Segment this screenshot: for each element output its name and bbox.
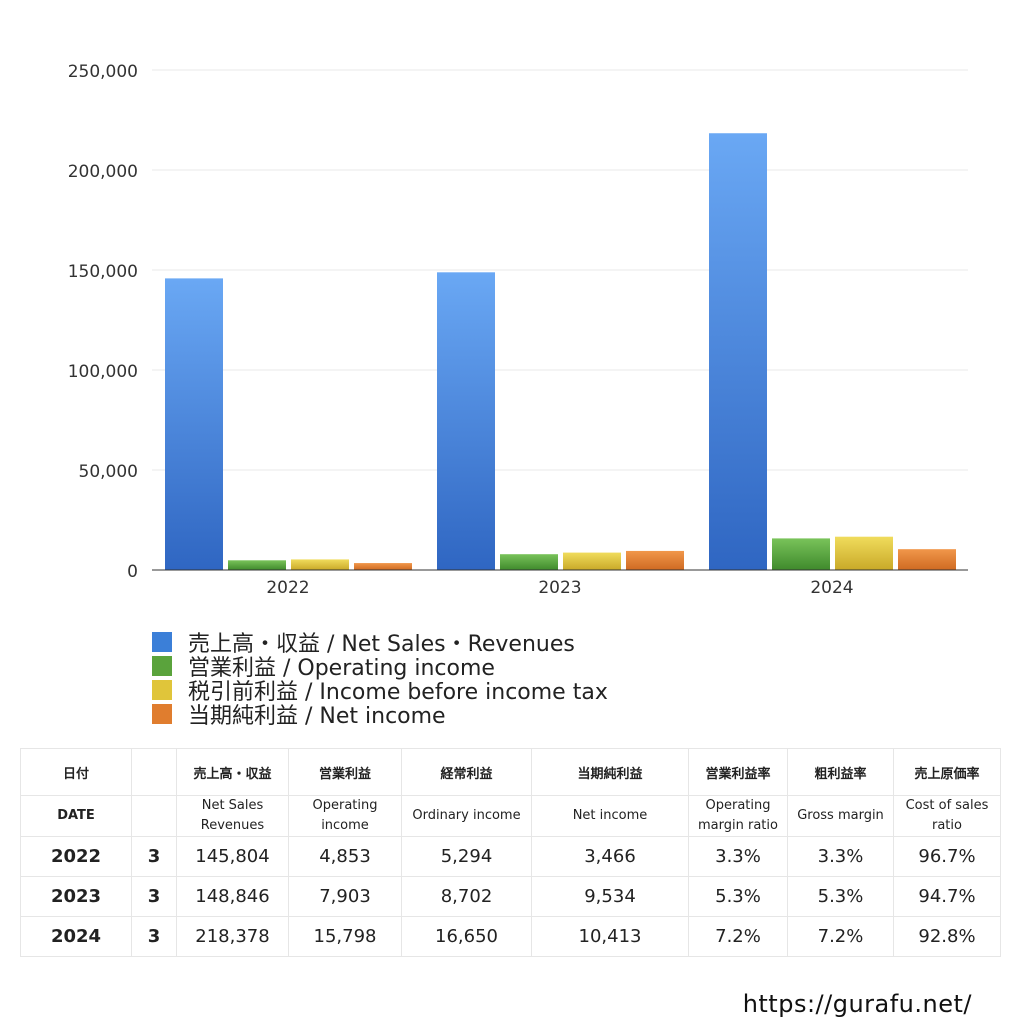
header-line: margin ratio <box>698 818 778 833</box>
legend: 売上高・収益 / Net Sales・Revenues 営業利益 / Opera… <box>152 630 608 729</box>
bar <box>228 560 286 570</box>
header-cell: Ordinary income <box>401 795 532 837</box>
table-cell: 5.3% <box>787 876 894 917</box>
table-cell: 2023 <box>20 876 132 917</box>
legend-item: 税引前利益 / Income before income tax <box>152 678 608 705</box>
table-cell: 218,378 <box>176 916 289 957</box>
header-line: ratio <box>932 818 962 833</box>
header-line: Revenues <box>200 818 265 833</box>
header-cell <box>131 795 177 837</box>
header-cell: 売上原価率 <box>893 748 1001 796</box>
header-cell: DATE <box>20 795 132 837</box>
table-cell: 10,413 <box>531 916 689 957</box>
header-cell: Net income <box>531 795 689 837</box>
table-cell: 8,702 <box>401 876 532 917</box>
bar-chart: 0 50,000 100,000 150,000 200,000 250,000 2022 2… <box>68 62 968 598</box>
bar <box>898 549 956 570</box>
header-line: Ordinary income <box>412 808 521 823</box>
header-cell: 粗利益率 <box>787 748 894 796</box>
header-cell: Operating income <box>288 795 402 837</box>
table-cell: 5.3% <box>688 876 788 917</box>
table-row: 2022 3 145,804 4,853 5,294 3,466 3.3% 3.… <box>20 836 1001 877</box>
site-credit: https://gurafu.net/ <box>742 990 972 1018</box>
bar <box>563 552 621 570</box>
x-tick-label: 2023 <box>538 578 581 598</box>
bar <box>437 272 495 570</box>
header-cell: Operating margin ratio <box>688 795 788 837</box>
header-cell: 営業利益率 <box>688 748 788 796</box>
legend-swatch <box>152 632 172 652</box>
y-tick-label: 200,000 <box>68 162 138 182</box>
y-tick-label: 100,000 <box>68 362 138 382</box>
bar <box>354 563 412 570</box>
bar <box>500 554 558 570</box>
legend-label: 当期純利益 / Net income <box>188 704 446 729</box>
y-tick-label: 150,000 <box>68 262 138 282</box>
header-cell <box>131 748 177 796</box>
table-cell: 15,798 <box>288 916 402 957</box>
bar <box>709 133 767 570</box>
table-cell: 3,466 <box>531 836 689 877</box>
table-header-ja: 日付 売上高・収益 営業利益 経常利益 当期純利益 営業利益率 粗利益率 売上原… <box>20 748 1001 796</box>
financial-table: 日付 売上高・収益 営業利益 経常利益 当期純利益 営業利益率 粗利益率 売上原… <box>20 748 1001 957</box>
bar <box>835 536 893 570</box>
header-line: Net Sales <box>201 798 264 813</box>
header-line: DATE <box>57 808 95 823</box>
x-tick-label: 2022 <box>266 578 309 598</box>
table-cell: 148,846 <box>176 876 289 917</box>
header-cell: 経常利益 <box>401 748 532 796</box>
table-cell: 2022 <box>20 836 132 877</box>
legend-swatch <box>152 656 172 676</box>
header-cell: 売上高・収益 <box>176 748 289 796</box>
table-cell: 3 <box>131 916 177 957</box>
header-cell: Gross margin <box>787 795 894 837</box>
table-cell: 7.2% <box>787 916 894 957</box>
table-cell: 5,294 <box>401 836 532 877</box>
table-cell: 4,853 <box>288 836 402 877</box>
header-line: Operating <box>705 798 771 813</box>
legend-item: 売上高・収益 / Net Sales・Revenues <box>152 630 608 657</box>
header-line: income <box>321 818 369 833</box>
table-cell: 3 <box>131 876 177 917</box>
table-cell: 96.7% <box>893 836 1001 877</box>
table-cell: 94.7% <box>893 876 1001 917</box>
y-tick-label: 0 <box>127 562 138 582</box>
y-tick-label: 250,000 <box>68 62 138 82</box>
header-line: Operating <box>312 798 378 813</box>
legend-label: 税引前利益 / Income before income tax <box>188 680 608 705</box>
table-cell: 145,804 <box>176 836 289 877</box>
header-cell: 日付 <box>20 748 132 796</box>
legend-swatch <box>152 680 172 700</box>
bar <box>626 550 684 570</box>
table-cell: 3.3% <box>688 836 788 877</box>
legend-label: 売上高・収益 / Net Sales・Revenues <box>188 632 575 657</box>
legend-label: 営業利益 / Operating income <box>188 656 495 681</box>
table-cell: 2024 <box>20 916 132 957</box>
table-cell: 7.2% <box>688 916 788 957</box>
legend-item: 営業利益 / Operating income <box>152 654 608 681</box>
table-cell: 92.8% <box>893 916 1001 957</box>
table-cell: 3.3% <box>787 836 894 877</box>
legend-item: 当期純利益 / Net income <box>152 702 608 729</box>
table-cell: 9,534 <box>531 876 689 917</box>
table-cell: 16,650 <box>401 916 532 957</box>
header-cell: 営業利益 <box>288 748 402 796</box>
table-header-en: DATE Net Sales Revenues Operating income O… <box>20 795 1001 837</box>
table-row: 2024 3 218,378 15,798 16,650 10,413 7.2%… <box>20 916 1001 957</box>
bar <box>165 278 223 570</box>
header-line: Net income <box>572 808 648 823</box>
header-cell: 当期純利益 <box>531 748 689 796</box>
x-tick-label: 2024 <box>810 578 853 598</box>
table-cell: 3 <box>131 836 177 877</box>
bar <box>772 538 830 570</box>
y-tick-label: 50,000 <box>79 462 138 482</box>
header-line: Gross margin <box>797 808 884 823</box>
table-row: 2023 3 148,846 7,903 8,702 9,534 5.3% 5.… <box>20 876 1001 917</box>
legend-swatch <box>152 704 172 724</box>
header-cell: Net Sales Revenues <box>176 795 289 837</box>
header-cell: Cost of sales ratio <box>893 795 1001 837</box>
bar <box>291 559 349 570</box>
table-cell: 7,903 <box>288 876 402 917</box>
header-line: Cost of sales <box>905 798 989 813</box>
